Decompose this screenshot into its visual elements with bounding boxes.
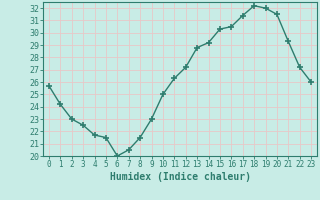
X-axis label: Humidex (Indice chaleur): Humidex (Indice chaleur) <box>109 172 251 182</box>
